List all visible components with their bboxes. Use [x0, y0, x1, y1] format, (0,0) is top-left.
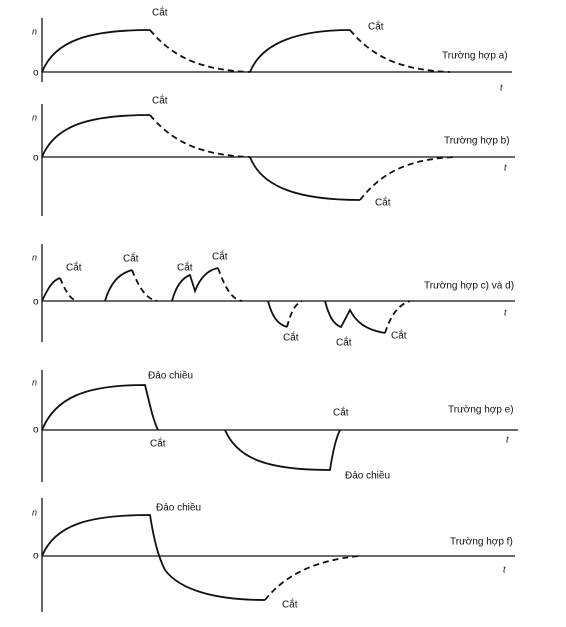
curve: [324, 300, 386, 334]
label: Cắt: [282, 598, 298, 611]
case-label: Trường hợp a): [442, 51, 508, 62]
label: Cắt: [283, 331, 299, 344]
panel-c-d: n o t Cắt Cắt Cắt Cắt Cắt Cắt Cắt Trường…: [32, 244, 515, 349]
curve-dashed: [131, 269, 158, 302]
curve: [171, 267, 219, 302]
axis-label: n: [32, 252, 37, 262]
label: Cắt: [152, 94, 168, 107]
curve: [41, 277, 61, 302]
curve-dashed: [349, 29, 451, 73]
panel-f: n o t Đảo chiều Cắt Trường hợp f): [32, 498, 515, 612]
label: Cắt: [212, 250, 228, 263]
case-label: Trường hợp e): [448, 405, 514, 416]
label: Cắt: [123, 252, 139, 265]
panel-b: n o t Cắt Cắt Trường hợp b): [32, 94, 515, 216]
axis-label: n: [32, 507, 37, 517]
case-label: Trường hợp f): [450, 537, 513, 548]
curve: [104, 269, 133, 302]
axis-label: t: [504, 162, 507, 172]
panel-e: n o t Đảo chiều Cắt Cắt Đảo chiều Trường…: [32, 370, 518, 482]
origin-label: o: [33, 551, 39, 562]
label: Cắt: [336, 336, 352, 349]
curve: [224, 429, 341, 471]
label: Cắt: [375, 196, 391, 209]
label: Cắt: [66, 261, 82, 274]
origin-label: o: [33, 153, 39, 164]
axis-label: t: [500, 82, 503, 92]
label: Đảo chiều: [156, 502, 201, 514]
origin-label: o: [33, 68, 39, 79]
curve-dashed: [149, 29, 251, 73]
curve-dashed: [359, 156, 456, 201]
axis-label: n: [32, 377, 37, 387]
case-label: Trường hợp c) và d): [424, 281, 514, 292]
curve: [249, 156, 361, 201]
label: Cắt: [333, 406, 349, 419]
label: Cắt: [152, 6, 168, 19]
curve-dashed: [384, 300, 411, 334]
case-label: Trường hợp b): [444, 136, 510, 147]
curve-dashed: [149, 114, 251, 158]
curve: [41, 114, 151, 158]
origin-label: o: [33, 297, 39, 308]
label: Cắt: [368, 20, 384, 33]
curve: [41, 514, 266, 601]
curve: [41, 384, 159, 431]
label: Đảo chiều: [345, 470, 390, 482]
curve: [249, 29, 351, 73]
label: Đảo chiều: [148, 370, 193, 382]
label: Cắt: [150, 437, 166, 450]
label: Cắt: [177, 261, 193, 274]
axis-label: t: [504, 307, 507, 317]
curve-dashed: [217, 267, 243, 302]
axis-label: t: [503, 564, 506, 574]
label: Cắt: [391, 329, 407, 342]
curve-dashed: [264, 555, 361, 601]
origin-label: o: [33, 425, 39, 436]
axis-label: n: [32, 26, 37, 36]
axis-label: n: [32, 112, 37, 122]
curve-dashed: [286, 300, 303, 328]
curve: [267, 300, 288, 328]
curve: [41, 29, 151, 73]
curve-dashed: [59, 277, 78, 302]
axis-label: t: [506, 434, 509, 444]
panel-a: n o t Cắt Cắt Trường hợp a): [32, 6, 512, 92]
